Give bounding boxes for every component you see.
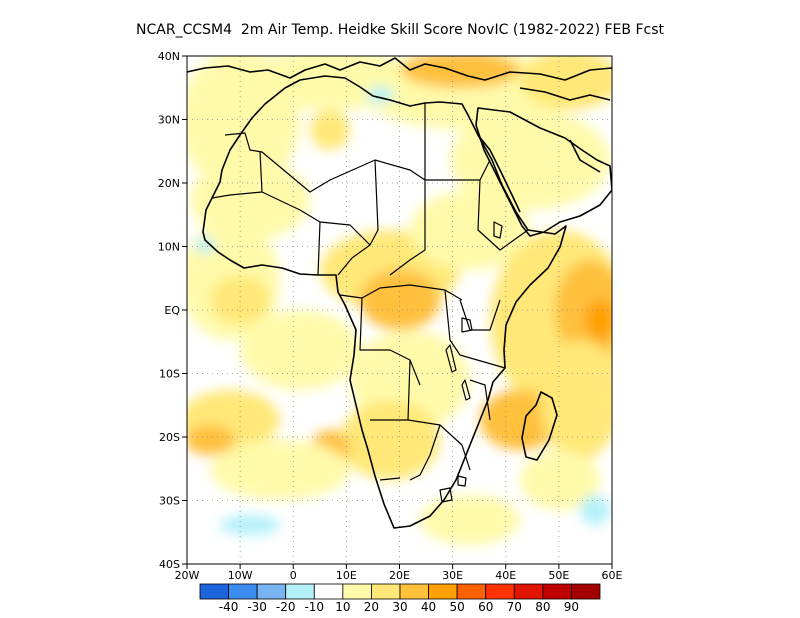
lon-tick-label: 10W — [228, 569, 253, 582]
colorbar-swatch — [399, 583, 429, 600]
map-title: NCAR_CCSM4 2m Air Temp. Heidke Skill Sco… — [136, 22, 664, 38]
lat-tick-label: 20N — [158, 177, 180, 190]
colorbar-label: 70 — [507, 600, 522, 614]
lat-tick-label: 10S — [159, 368, 180, 381]
colorbar-swatch — [285, 583, 315, 600]
colorbar-label: 30 — [392, 600, 407, 614]
lon-tick-label: 30E — [442, 569, 463, 582]
colorbar-label: -30 — [247, 600, 267, 614]
colorbar-swatch — [256, 583, 287, 600]
lon-tick-label: 0 — [290, 569, 297, 582]
longitude-axis: 20W 10W 0 10E 20E 30E 40E 50E 60E — [175, 564, 623, 582]
colorbar-swatch — [228, 583, 258, 600]
colorbar-label: 60 — [478, 600, 493, 614]
lat-tick-label: 40N — [158, 50, 180, 63]
colorbar-swatch — [485, 583, 515, 600]
colorbar-swatch — [199, 583, 229, 600]
colorbar-swatch — [456, 583, 487, 600]
lat-tick-label: EQ — [164, 304, 180, 317]
lon-tick-label: 20E — [389, 569, 410, 582]
colorbar-label: -10 — [304, 600, 324, 614]
lat-tick-label: 30N — [158, 114, 180, 127]
lon-tick-label: 60E — [602, 569, 623, 582]
lat-tick-label: 30S — [159, 495, 180, 508]
colorbar-label: -20 — [276, 600, 296, 614]
colorbar-swatch — [571, 583, 601, 600]
colorbar-label: -40 — [219, 600, 239, 614]
coastlines — [187, 57, 612, 529]
lon-tick-label: 50E — [548, 569, 569, 582]
lat-tick-label: 20S — [159, 431, 180, 444]
lat-tick-label: 10N — [158, 241, 180, 254]
country-borders — [211, 103, 529, 503]
colorbar-swatch — [342, 583, 372, 600]
colorbar-swatch — [428, 583, 458, 600]
skill-shading — [187, 56, 612, 564]
grid-lines — [187, 56, 612, 564]
colorbar-label: 50 — [450, 600, 465, 614]
colorbar-label: 10 — [335, 600, 350, 614]
colorbar-swatch — [313, 583, 344, 600]
colorbar: -40 -30 -20 -10 10 20 30 40 50 60 70 80 90 — [199, 583, 601, 614]
lat-tick-label: 40S — [159, 558, 180, 571]
colorbar-label: 80 — [535, 600, 550, 614]
colorbar-swatch — [542, 583, 572, 600]
lon-tick-label: 40E — [495, 569, 516, 582]
colorbar-swatch — [371, 583, 401, 600]
colorbar-swatch — [513, 583, 544, 600]
colorbar-label: 20 — [364, 600, 379, 614]
lon-tick-label: 20W — [175, 569, 200, 582]
latitude-axis: 40N 30N 20N 10N EQ 10S 20S 30S 40S — [158, 50, 187, 571]
colorbar-label: 90 — [564, 600, 579, 614]
colorbar-label: 40 — [421, 600, 436, 614]
lon-tick-label: 10E — [336, 569, 357, 582]
